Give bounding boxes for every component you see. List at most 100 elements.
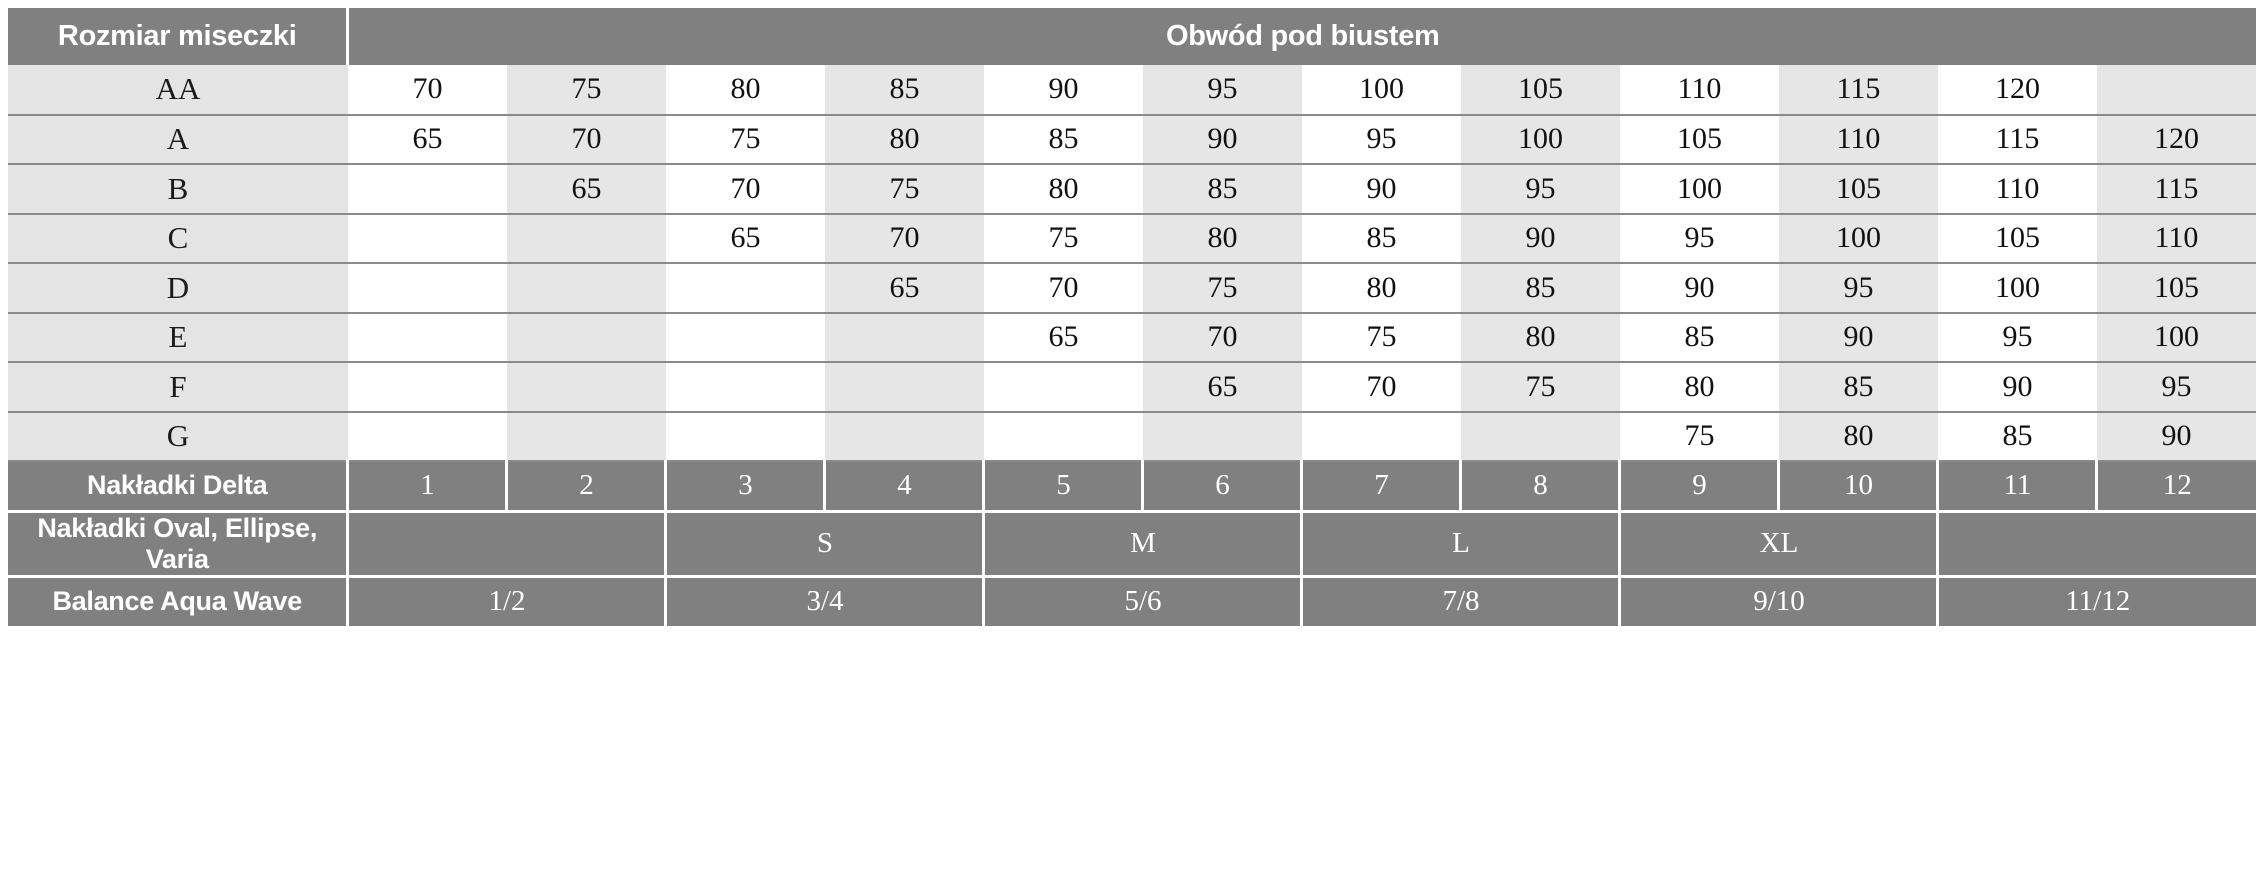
underbust-cell — [506, 263, 666, 314]
underbust-cell: 80 — [1142, 213, 1302, 264]
underbust-cell: 95 — [1937, 312, 2097, 363]
footer-cell: 9 — [1619, 461, 1781, 513]
underbust-cell: 70 — [347, 65, 507, 116]
cup-size-label: E — [7, 312, 348, 363]
underbust-cell: 90 — [1778, 312, 1938, 363]
cup-size-label: G — [7, 411, 348, 462]
footer-row: Nakładki Delta 1 2 3 4 5 6 7 8 9 10 11 12 — [7, 461, 2257, 513]
underbust-cell — [347, 411, 507, 462]
underbust-cell: 90 — [1460, 213, 1620, 264]
underbust-cell: 85 — [824, 65, 984, 116]
underbust-cell: 90 — [1142, 114, 1302, 165]
underbust-cell: 95 — [1301, 114, 1461, 165]
underbust-cell: 100 — [1460, 114, 1620, 165]
header-underbust: Obwód pod biustem — [347, 8, 2257, 65]
underbust-cell: 65 — [506, 164, 666, 215]
footer-cell: 11 — [1937, 461, 2099, 513]
underbust-cell: 70 — [665, 164, 825, 215]
underbust-cell: 95 — [1619, 213, 1779, 264]
underbust-cell — [983, 411, 1143, 462]
footer-cell: 1/2 — [347, 576, 668, 626]
underbust-cell — [665, 263, 825, 314]
underbust-cell — [347, 213, 507, 264]
table-row: C 65 70 75 80 85 90 95 100 105 110 — [7, 213, 2257, 264]
underbust-cell: 75 — [506, 65, 666, 116]
cup-size-label: A — [7, 114, 348, 165]
underbust-cell: 80 — [1778, 411, 1938, 462]
underbust-cell: 120 — [2096, 114, 2257, 165]
cup-size-label: F — [7, 362, 348, 413]
underbust-cell: 85 — [1937, 411, 2097, 462]
table-header: Rozmiar miseczki Obwód pod biustem — [7, 8, 2257, 65]
underbust-cell — [1460, 411, 1620, 462]
footer-cell: 10 — [1778, 461, 1940, 513]
underbust-cell: 90 — [983, 65, 1143, 116]
footer-cell: M — [983, 511, 1304, 578]
underbust-cell — [506, 312, 666, 363]
footer-cell: 6 — [1142, 461, 1304, 513]
underbust-cell — [983, 362, 1143, 413]
underbust-cell: 110 — [1937, 164, 2097, 215]
underbust-cell — [347, 362, 507, 413]
underbust-cell: 85 — [1778, 362, 1938, 413]
underbust-cell — [824, 411, 984, 462]
underbust-cell: 105 — [1619, 114, 1779, 165]
underbust-cell: 75 — [665, 114, 825, 165]
underbust-cell: 110 — [1778, 114, 1938, 165]
cup-size-label: B — [7, 164, 348, 215]
underbust-cell: 95 — [1460, 164, 1620, 215]
footer-cell — [347, 511, 668, 578]
table-row: B 65 70 75 80 85 90 95 100 105 110 115 — [7, 164, 2257, 215]
underbust-cell: 105 — [2096, 263, 2257, 314]
underbust-cell: 70 — [1142, 312, 1302, 363]
underbust-cell: 85 — [1460, 263, 1620, 314]
underbust-cell: 95 — [1142, 65, 1302, 116]
cup-size-label: AA — [7, 65, 348, 116]
table-row: G 75 80 85 90 — [7, 411, 2257, 462]
underbust-cell — [665, 312, 825, 363]
underbust-cell — [2096, 65, 2257, 116]
underbust-cell: 65 — [665, 213, 825, 264]
underbust-cell: 90 — [1301, 164, 1461, 215]
underbust-cell: 85 — [1619, 312, 1779, 363]
footer-cell: XL — [1619, 511, 1940, 578]
underbust-cell: 115 — [1778, 65, 1938, 116]
underbust-cell: 75 — [1301, 312, 1461, 363]
underbust-cell: 75 — [1142, 263, 1302, 314]
underbust-cell: 85 — [1142, 164, 1302, 215]
underbust-cell — [347, 164, 507, 215]
underbust-cell: 75 — [1460, 362, 1620, 413]
footer-cell: S — [665, 511, 986, 578]
footer-cell: L — [1301, 511, 1622, 578]
table-row: F 65 70 75 80 85 90 95 — [7, 362, 2257, 413]
table-row: E 65 70 75 80 85 90 95 100 — [7, 312, 2257, 363]
cup-size-label: D — [7, 263, 348, 314]
underbust-cell: 115 — [1937, 114, 2097, 165]
footer-row-label: Nakładki Oval, Ellipse, Varia — [7, 511, 350, 578]
footer-row: Balance Aqua Wave 1/2 3/4 5/6 7/8 9/10 11/12 — [7, 576, 2257, 626]
underbust-cell: 80 — [1301, 263, 1461, 314]
underbust-cell — [347, 263, 507, 314]
footer-cell: 8 — [1460, 461, 1622, 513]
underbust-cell: 115 — [2096, 164, 2257, 215]
footer-cell: 2 — [506, 461, 668, 513]
footer-cell: 3 — [665, 461, 827, 513]
footer-cell: 5/6 — [983, 576, 1304, 626]
footer-cell: 7 — [1301, 461, 1463, 513]
underbust-cell: 100 — [1301, 65, 1461, 116]
underbust-cell: 80 — [665, 65, 825, 116]
underbust-cell: 90 — [1619, 263, 1779, 314]
underbust-cell: 105 — [1460, 65, 1620, 116]
underbust-cell — [1301, 411, 1461, 462]
underbust-cell: 80 — [1460, 312, 1620, 363]
underbust-cell: 85 — [1301, 213, 1461, 264]
underbust-cell: 65 — [983, 312, 1143, 363]
footer-cell: 9/10 — [1619, 576, 1940, 626]
footer-cell — [1937, 511, 2257, 578]
underbust-cell: 80 — [824, 114, 984, 165]
underbust-cell: 75 — [983, 213, 1143, 264]
footer-cell: 3/4 — [665, 576, 986, 626]
underbust-cell: 100 — [1937, 263, 2097, 314]
underbust-cell: 95 — [1778, 263, 1938, 314]
